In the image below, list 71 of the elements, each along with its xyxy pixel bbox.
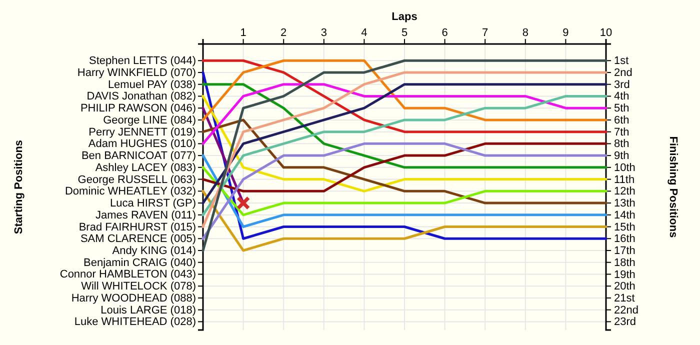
text: SAM CLARENCE (005) bbox=[80, 233, 196, 246]
x-tick-label: 6 bbox=[442, 27, 448, 39]
y2-tick-label: 6th bbox=[614, 114, 630, 126]
y2-tick-label: 18th bbox=[614, 256, 636, 269]
line-series bbox=[202, 142, 608, 192]
text: George LINE (084) bbox=[103, 114, 196, 126]
y2-tick-label: 14th bbox=[614, 209, 636, 222]
text: Harry WOODHEAD (088) bbox=[71, 292, 196, 304]
line-series bbox=[202, 190, 608, 252]
line-series bbox=[202, 83, 608, 145]
line-series bbox=[202, 94, 608, 192]
line-series bbox=[202, 166, 608, 216]
y2-tick-label: 19th bbox=[614, 268, 636, 281]
y2-tick-label: 21st bbox=[614, 292, 635, 304]
line-series bbox=[202, 83, 608, 204]
text: Andy KING (014) bbox=[112, 245, 196, 258]
y2-tick-label: 8th bbox=[614, 138, 630, 150]
text: Luca HIRST (GP) bbox=[110, 198, 196, 210]
y2-tick-label: 17th bbox=[614, 245, 636, 258]
text: Connor HAMBLETON (043) bbox=[60, 268, 196, 281]
x-tick-label: 9 bbox=[562, 27, 569, 39]
y2-tick-label: 15th bbox=[614, 221, 636, 234]
x-axis-title: Laps bbox=[392, 11, 418, 23]
x-tick-label: 10 bbox=[600, 27, 612, 39]
y2-tick-label: 22nd bbox=[614, 304, 638, 316]
text: DAVIS Jonathan (082) bbox=[86, 90, 196, 103]
y2-tick-label: 13th bbox=[614, 198, 636, 210]
line-series bbox=[202, 59, 608, 122]
y2-tick-label: 9th bbox=[614, 150, 630, 162]
text: Benjamin CRAIG (040) bbox=[84, 256, 196, 269]
y2-tick-label: 10th bbox=[614, 162, 636, 174]
text: Stephen LETTS (044) bbox=[88, 55, 196, 68]
y2-tick-label: 7th bbox=[614, 126, 630, 138]
text: Louis LARGE (018) bbox=[100, 304, 196, 316]
text: Luke WHITEHEAD (028) bbox=[74, 316, 196, 328]
line-series bbox=[202, 94, 608, 216]
text: James RAVEN (011) bbox=[96, 209, 196, 222]
x-tick-label: 2 bbox=[280, 27, 287, 39]
y2-tick-label: 5th bbox=[614, 102, 630, 115]
text: Ashley LACEY (083) bbox=[95, 162, 196, 174]
x-tick-label: 5 bbox=[401, 27, 408, 39]
text: Starting Positions bbox=[13, 140, 25, 234]
y2-tick-label: 16th bbox=[614, 233, 636, 246]
text: Lemuel PAY (038) bbox=[108, 78, 196, 91]
y2-tick-label: 11th bbox=[614, 174, 635, 186]
y2-tick-label: 1st bbox=[614, 55, 629, 68]
text: Ben BARNICOAT (077) bbox=[81, 150, 196, 162]
line-series bbox=[202, 142, 608, 240]
text: George RUSSELL (063) bbox=[78, 174, 196, 186]
line-series bbox=[202, 59, 608, 134]
text: Dominic WHEATLEY (032) bbox=[64, 186, 196, 198]
line-series bbox=[202, 83, 608, 169]
line-series bbox=[202, 118, 608, 204]
x-tick-label: 7 bbox=[482, 27, 488, 39]
x-tick-label: 8 bbox=[522, 27, 528, 39]
y2-tick-label: 2nd bbox=[614, 67, 632, 79]
text: Will WHITELOCK (078) bbox=[81, 280, 196, 293]
y2-tick-label: 12th bbox=[614, 186, 636, 198]
y2-tick-label: 20th bbox=[614, 280, 636, 293]
y2-tick-label: 3rd bbox=[614, 78, 630, 91]
y2-tick-label: 4th bbox=[614, 90, 630, 103]
text: Perry JENNETT (019) bbox=[88, 126, 196, 138]
text: Adam HUGHES (010) bbox=[88, 138, 196, 150]
text: Brad FAIRHURST (015) bbox=[78, 221, 196, 234]
y2-tick-label: 23rd bbox=[614, 316, 636, 328]
text: Harry WINKFIELD (070) bbox=[77, 67, 196, 79]
y2-axis-title: Finishing Positions bbox=[667, 136, 679, 238]
x-tick-label: 1 bbox=[240, 27, 246, 39]
text: PHILIP RAWSON (046) bbox=[80, 102, 196, 115]
x-tick-label: 3 bbox=[320, 27, 327, 39]
x-tick-label: 4 bbox=[361, 27, 368, 39]
